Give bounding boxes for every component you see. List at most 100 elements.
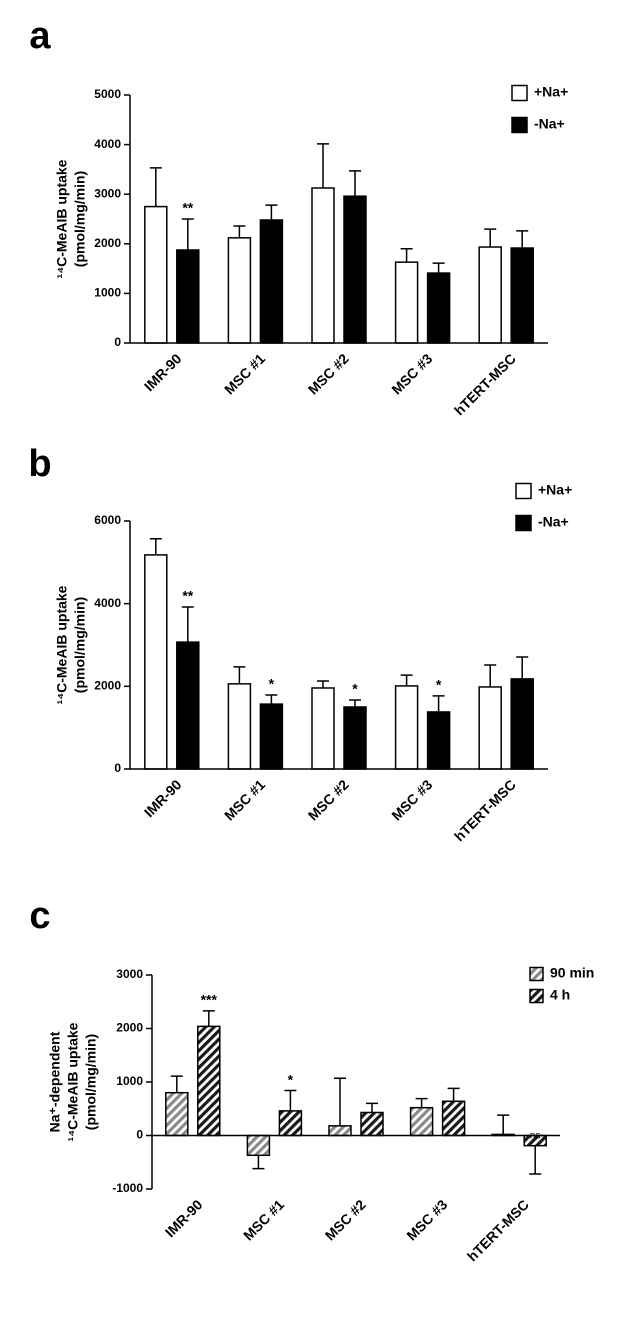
bar [165,1091,189,1137]
bar [246,1134,271,1157]
x-tick-label: hTERT-MSC [464,1196,532,1264]
error-bar [447,1087,460,1102]
significance-label: * [352,681,358,697]
legend-swatch [529,966,544,982]
error-bar [265,204,278,220]
x-tick-label: MSC #1 [221,776,268,823]
legend-swatch [511,84,528,102]
bar [343,706,367,770]
x-tick-label: MSC #2 [305,776,352,823]
significance-label: * [269,676,275,692]
panel-title: a [29,15,51,57]
bar [426,711,451,770]
significance-label: * [436,677,442,693]
legend-label: 4 h [550,987,570,1003]
legend-swatch [515,514,532,532]
x-tick-label: MSC #3 [388,776,435,823]
error-bar [181,606,194,643]
error-bar [252,1155,265,1170]
y-axis-label-line: (pmol/mg/min) [72,597,88,693]
bar [343,195,367,344]
bar [426,272,451,344]
bar [227,237,252,344]
y-axis-label: Na⁺-dependent ¹⁴C-MeAIB uptake (pmol/mg/mi… [47,1022,99,1141]
error-bar [265,694,278,705]
error-bar [233,666,246,684]
y-tick-label: 3000 [116,967,143,981]
error-bar [317,143,329,188]
y-axis-label-line: ¹⁴C-MeAIB uptake [54,585,70,704]
legend-label: 90 min [550,965,594,981]
bar [510,247,534,344]
significance-label: ** [182,200,193,216]
bar [478,686,502,770]
error-bar [516,230,529,249]
error-bar [349,699,361,707]
x-tick-label: MSC #2 [322,1196,369,1243]
bar [311,687,335,770]
significance-label: * [288,1071,294,1087]
legend-label: +Na+ [534,84,568,100]
bar [144,205,168,344]
bar [510,678,534,770]
panel-title: b [28,443,51,485]
x-tick-label: MSC #3 [388,350,435,397]
y-axis-label-line: ¹⁴C-MeAIB uptake [65,1022,81,1141]
significance-label: *** [201,992,218,1008]
bar [144,554,168,770]
y-tick-label: 3000 [94,186,121,200]
legend-label: -Na+ [538,514,569,530]
y-axis-label: ¹⁴C-MeAIB uptake (pmol/mg/min) [54,585,88,704]
y-axis-label: ¹⁴C-MeAIB uptake (pmol/mg/min) [54,159,88,278]
error-bar [181,218,194,250]
bar [227,683,252,770]
error-bar [284,1089,297,1111]
legend-label: +Na+ [538,482,572,498]
panel-title: c [29,895,50,937]
legend-label: -Na+ [534,116,565,132]
y-axis-label-line: (pmol/mg/min) [72,171,88,267]
bar [409,1106,434,1137]
bar [176,249,200,344]
error-bar [497,1114,510,1135]
x-tick-label: MSC #3 [403,1196,450,1243]
x-tick-label: IMR-90 [162,1196,206,1240]
y-tick-label: 1000 [94,286,121,300]
x-tick-label: MSC #1 [240,1196,287,1243]
y-tick-label: 2000 [94,236,121,250]
y-tick-label: 2000 [94,679,121,693]
error-bar [484,664,497,687]
bar [278,1110,303,1137]
y-axis-label-line: ¹⁴C-MeAIB uptake [54,159,70,278]
error-bar [317,680,329,688]
y-axis-label-line: (pmol/mg/min) [83,1034,99,1130]
bar [259,703,284,770]
error-bar [149,538,162,555]
bar [394,685,419,770]
y-tick-label: -1000 [112,1181,143,1195]
y-tick-label: 6000 [94,513,121,527]
bar [394,261,419,344]
x-tick-label: hTERT-MSC [451,776,519,844]
error-bar [349,170,361,197]
y-tick-label: 0 [114,335,121,349]
error-bar [484,228,497,248]
y-tick-label: 0 [114,761,121,775]
y-tick-label: 5000 [94,87,121,101]
x-tick-label: IMR-90 [141,776,185,820]
bar [176,641,200,770]
y-tick-label: 0 [136,1128,143,1142]
bar [259,219,284,344]
error-bar [516,656,529,679]
y-tick-label: 4000 [94,137,121,151]
x-tick-label: MSC #2 [305,350,352,397]
bar [478,246,502,344]
error-bar [400,674,413,686]
bar [197,1025,221,1137]
x-tick-label: MSC #1 [221,350,268,397]
error-bar [366,1102,378,1113]
bar [441,1100,466,1137]
error-bar [432,262,445,274]
error-bar [529,1145,542,1175]
x-tick-label: hTERT-MSC [451,350,519,418]
